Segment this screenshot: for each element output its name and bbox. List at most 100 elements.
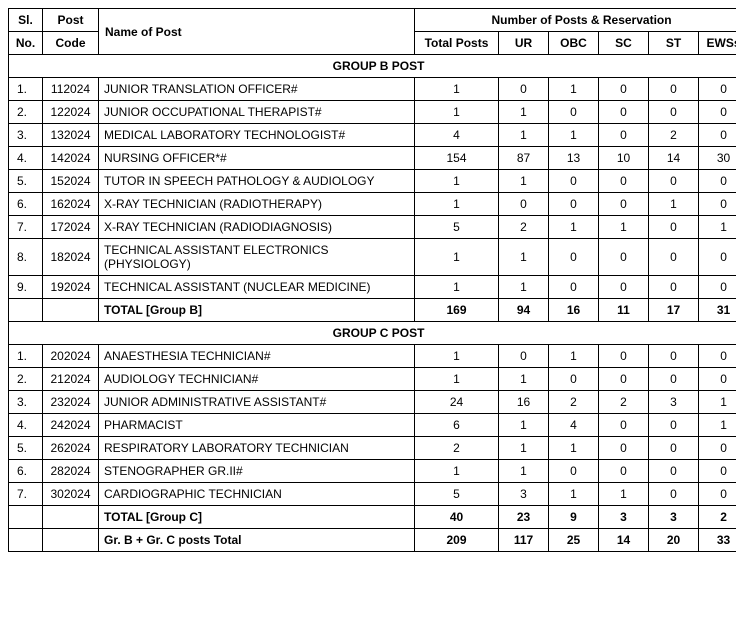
cell-sl: 5. xyxy=(9,170,43,193)
cell-sl: 7. xyxy=(9,483,43,506)
cell-post-code: 302024 xyxy=(43,483,99,506)
header-ur: UR xyxy=(499,32,549,55)
table-row: 7.172024X-RAY TECHNICIAN (RADIODIAGNOSIS… xyxy=(9,216,736,239)
cell-post-name: RESPIRATORY LABORATORY TECHNICIAN xyxy=(99,437,415,460)
cell-ur: 23 xyxy=(499,506,549,529)
cell-ews: 0 xyxy=(699,368,736,391)
cell-obc: 16 xyxy=(549,299,599,322)
cell-st: 17 xyxy=(649,299,699,322)
cell-total-posts: 1 xyxy=(415,170,499,193)
cell-post-name: JUNIOR OCCUPATIONAL THERAPIST# xyxy=(99,101,415,124)
cell-sl: 2. xyxy=(9,101,43,124)
header-st: ST xyxy=(649,32,699,55)
table-body: GROUP B POST1.112024JUNIOR TRANSLATION O… xyxy=(9,55,736,552)
cell-st: 0 xyxy=(649,78,699,101)
header-obc: OBC xyxy=(549,32,599,55)
table-row: 6.282024STENOGRAPHER GR.II#110000 xyxy=(9,460,736,483)
cell-ews: 1 xyxy=(699,216,736,239)
cell-total-posts: 1 xyxy=(415,276,499,299)
cell-obc: 0 xyxy=(549,368,599,391)
cell-post-code: 122024 xyxy=(43,101,99,124)
cell-st: 0 xyxy=(649,170,699,193)
header-sl-top: Sl. xyxy=(9,9,43,32)
cell-post-code: 172024 xyxy=(43,216,99,239)
cell-st: 0 xyxy=(649,345,699,368)
table-row: 6.162024X-RAY TECHNICIAN (RADIOTHERAPY)1… xyxy=(9,193,736,216)
cell-sc: 0 xyxy=(599,345,649,368)
cell-sl: 9. xyxy=(9,276,43,299)
group-header-row: GROUP C POST xyxy=(9,322,736,345)
cell-sl: 3. xyxy=(9,124,43,147)
table-row: 2.212024AUDIOLOGY TECHNICIAN#110000 xyxy=(9,368,736,391)
cell-sc: 0 xyxy=(599,239,649,276)
cell-st: 0 xyxy=(649,483,699,506)
cell-post-code: 282024 xyxy=(43,460,99,483)
cell-sl: 4. xyxy=(9,414,43,437)
cell-obc: 1 xyxy=(549,78,599,101)
cell-total-label: TOTAL [Group B] xyxy=(99,299,415,322)
cell-post-name: X-RAY TECHNICIAN (RADIOTHERAPY) xyxy=(99,193,415,216)
cell-ur: 0 xyxy=(499,345,549,368)
cell-ur: 1 xyxy=(499,124,549,147)
header-code-bot: Code xyxy=(43,32,99,55)
table-row: 1.202024ANAESTHESIA TECHNICIAN#101000 xyxy=(9,345,736,368)
cell-ews: 0 xyxy=(699,276,736,299)
table-row: 5.152024TUTOR IN SPEECH PATHOLOGY & AUDI… xyxy=(9,170,736,193)
cell-post-name: X-RAY TECHNICIAN (RADIODIAGNOSIS) xyxy=(99,216,415,239)
cell-st: 0 xyxy=(649,239,699,276)
cell-total-posts: 209 xyxy=(415,529,499,552)
header-sc: SC xyxy=(599,32,649,55)
cell-sl: 1. xyxy=(9,345,43,368)
cell-total-posts: 1 xyxy=(415,345,499,368)
cell-obc: 1 xyxy=(549,345,599,368)
cell-sl xyxy=(9,299,43,322)
header-ews: EWSs xyxy=(699,32,736,55)
cell-total-posts: 1 xyxy=(415,460,499,483)
cell-obc: 4 xyxy=(549,414,599,437)
cell-ur: 1 xyxy=(499,170,549,193)
cell-ews: 0 xyxy=(699,483,736,506)
cell-ur: 2 xyxy=(499,216,549,239)
cell-st: 0 xyxy=(649,460,699,483)
group-header-row: GROUP B POST xyxy=(9,55,736,78)
cell-obc: 13 xyxy=(549,147,599,170)
cell-total-posts: 1 xyxy=(415,368,499,391)
cell-total-posts: 5 xyxy=(415,216,499,239)
cell-ur: 1 xyxy=(499,414,549,437)
cell-sc: 0 xyxy=(599,170,649,193)
cell-post-name: AUDIOLOGY TECHNICIAN# xyxy=(99,368,415,391)
cell-total-posts: 169 xyxy=(415,299,499,322)
total-row: Gr. B + Gr. C posts Total20911725142033 xyxy=(9,529,736,552)
cell-ews: 0 xyxy=(699,239,736,276)
cell-obc: 0 xyxy=(549,193,599,216)
cell-post-code xyxy=(43,299,99,322)
cell-sc: 0 xyxy=(599,276,649,299)
cell-total-posts: 40 xyxy=(415,506,499,529)
cell-ews: 30 xyxy=(699,147,736,170)
cell-post-name: TECHNICAL ASSISTANT ELECTRONICS (PHYSIOL… xyxy=(99,239,415,276)
cell-total-posts: 1 xyxy=(415,78,499,101)
cell-post-name: STENOGRAPHER GR.II# xyxy=(99,460,415,483)
cell-obc: 9 xyxy=(549,506,599,529)
header-code-top: Post xyxy=(43,9,99,32)
cell-sc: 0 xyxy=(599,193,649,216)
cell-sc: 0 xyxy=(599,78,649,101)
cell-obc: 0 xyxy=(549,460,599,483)
cell-sc: 3 xyxy=(599,506,649,529)
cell-post-name: MEDICAL LABORATORY TECHNOLOGIST# xyxy=(99,124,415,147)
total-row: TOTAL [Group B]1699416111731 xyxy=(9,299,736,322)
cell-obc: 0 xyxy=(549,101,599,124)
cell-post-code: 202024 xyxy=(43,345,99,368)
cell-post-name: CARDIOGRAPHIC TECHNICIAN xyxy=(99,483,415,506)
cell-sl: 8. xyxy=(9,239,43,276)
cell-ur: 3 xyxy=(499,483,549,506)
cell-total-label: Gr. B + Gr. C posts Total xyxy=(99,529,415,552)
cell-ur: 1 xyxy=(499,368,549,391)
header-name: Name of Post xyxy=(99,9,415,55)
cell-sl: 3. xyxy=(9,391,43,414)
cell-sc: 1 xyxy=(599,483,649,506)
table-row: 3.232024JUNIOR ADMINISTRATIVE ASSISTANT#… xyxy=(9,391,736,414)
cell-ur: 0 xyxy=(499,78,549,101)
cell-post-code: 192024 xyxy=(43,276,99,299)
table-row: 3.132024MEDICAL LABORATORY TECHNOLOGIST#… xyxy=(9,124,736,147)
